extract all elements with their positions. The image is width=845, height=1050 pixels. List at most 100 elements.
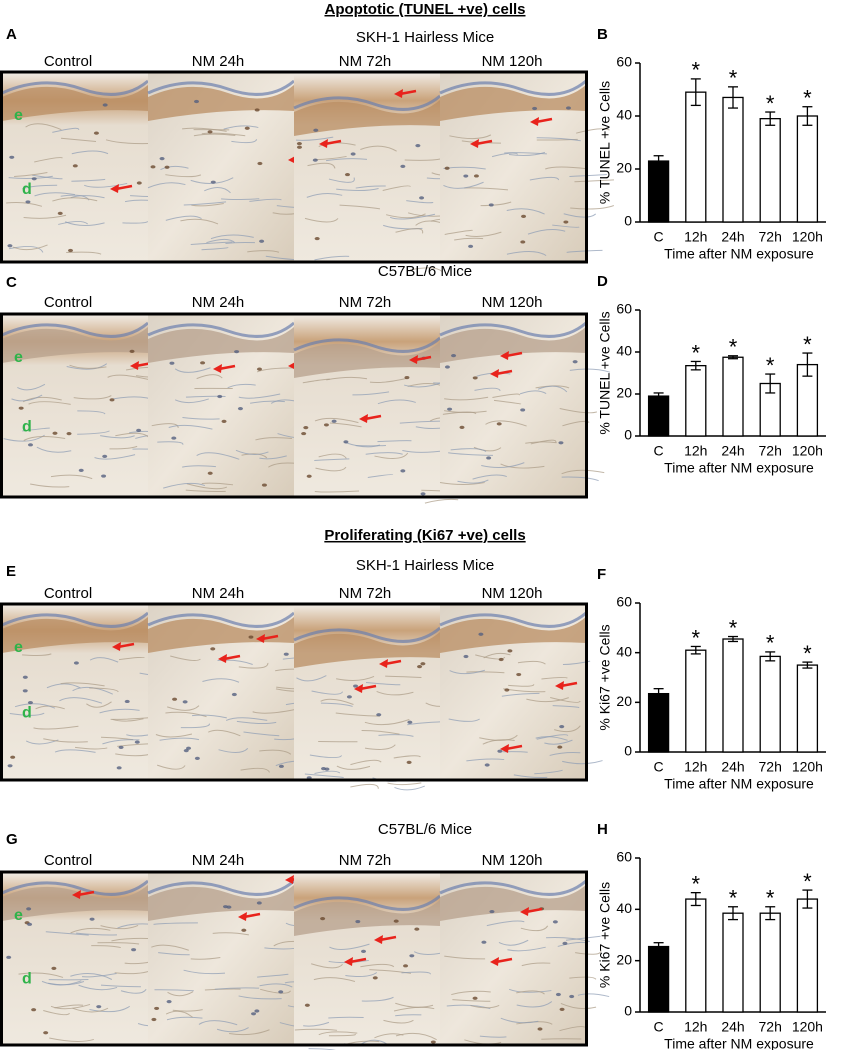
nucleus (25, 200, 31, 204)
nucleus (344, 172, 350, 177)
column-label: Control (44, 294, 92, 311)
fiber (569, 368, 611, 373)
fiber (485, 420, 527, 427)
arrow-head (470, 139, 479, 148)
nucleus (562, 941, 568, 945)
fiber (97, 942, 140, 945)
nucleus (314, 236, 320, 241)
nucleus (150, 165, 156, 169)
nucleus (283, 652, 289, 656)
fiber (71, 150, 109, 155)
fiber (444, 955, 486, 960)
fiber (395, 1032, 437, 1041)
fiber (566, 249, 603, 253)
tissue-label: e (14, 107, 23, 124)
fiber (206, 238, 236, 244)
fiber (377, 399, 416, 405)
arrow-head (110, 184, 119, 193)
x-tick-label: 72h (759, 229, 782, 245)
fiber (165, 711, 207, 718)
fiber (190, 957, 221, 960)
fiber (259, 983, 293, 988)
arrow-head (354, 684, 363, 693)
fiber (172, 1009, 203, 1012)
fiber (536, 137, 581, 142)
fiber (562, 760, 603, 765)
fiber (208, 729, 241, 737)
fiber (204, 988, 241, 991)
bar (647, 395, 670, 437)
fiber (382, 185, 411, 191)
fiber (12, 244, 48, 251)
fiber (361, 729, 400, 735)
fiber (493, 399, 522, 405)
fiber (238, 662, 269, 669)
y-tick-label: 60 (616, 54, 632, 70)
fiber (448, 718, 480, 722)
arrow-head (359, 414, 368, 423)
panel-letter: D (597, 273, 608, 290)
fiber (393, 1006, 435, 1012)
fiber (472, 474, 507, 480)
nucleus (557, 745, 563, 749)
fiber (507, 946, 546, 952)
fiber (77, 430, 110, 435)
epidermis (440, 885, 586, 921)
fiber (14, 703, 56, 709)
micrograph (439, 314, 611, 497)
fiber (389, 213, 436, 220)
x-tick-label: 72h (759, 443, 782, 459)
nucleus (559, 725, 565, 729)
column-label: Control (44, 53, 92, 70)
fiber (102, 739, 140, 745)
fiber (442, 411, 477, 415)
arrow (77, 890, 95, 897)
fiber (307, 162, 336, 169)
arrow (324, 139, 342, 146)
fiber (395, 228, 424, 234)
arrow (218, 364, 236, 371)
fiber (520, 925, 549, 932)
fiber (66, 363, 108, 370)
stratum (293, 626, 441, 643)
fiber (54, 749, 96, 753)
nucleus (572, 360, 578, 364)
fiber (94, 454, 136, 460)
fiber (54, 1004, 84, 1009)
fiber (474, 387, 501, 392)
fiber (294, 1028, 338, 1031)
nucleus (129, 349, 135, 353)
fiber (193, 133, 236, 137)
nucleus (409, 954, 415, 958)
fiber (424, 498, 459, 504)
fiber (159, 737, 200, 741)
nucleus (254, 1009, 260, 1013)
nucleus (472, 996, 478, 1000)
epidermis (148, 85, 294, 121)
nucleus (194, 756, 200, 761)
nucleus (251, 1012, 257, 1016)
nucleus (248, 635, 254, 639)
epidermis (2, 885, 148, 921)
fiber (311, 690, 344, 695)
arrow-head (344, 957, 353, 966)
nucleus (241, 928, 247, 932)
nucleus (31, 177, 37, 181)
fiber (320, 702, 353, 707)
y-tick-label: 0 (624, 213, 632, 229)
nucleus (569, 994, 575, 999)
micrograph-bg (294, 72, 440, 262)
nucleus (72, 164, 78, 168)
arrow-head (238, 912, 247, 921)
fiber (328, 1016, 364, 1019)
fiber (576, 128, 610, 134)
fiber (559, 408, 598, 414)
fiber (304, 773, 344, 778)
arrow-head (555, 681, 564, 690)
fiber (229, 1029, 270, 1036)
nucleus (93, 131, 99, 135)
x-tick-label: C (654, 443, 664, 459)
arrow-head (112, 642, 121, 651)
fiber (387, 782, 422, 786)
fiber (151, 423, 179, 428)
